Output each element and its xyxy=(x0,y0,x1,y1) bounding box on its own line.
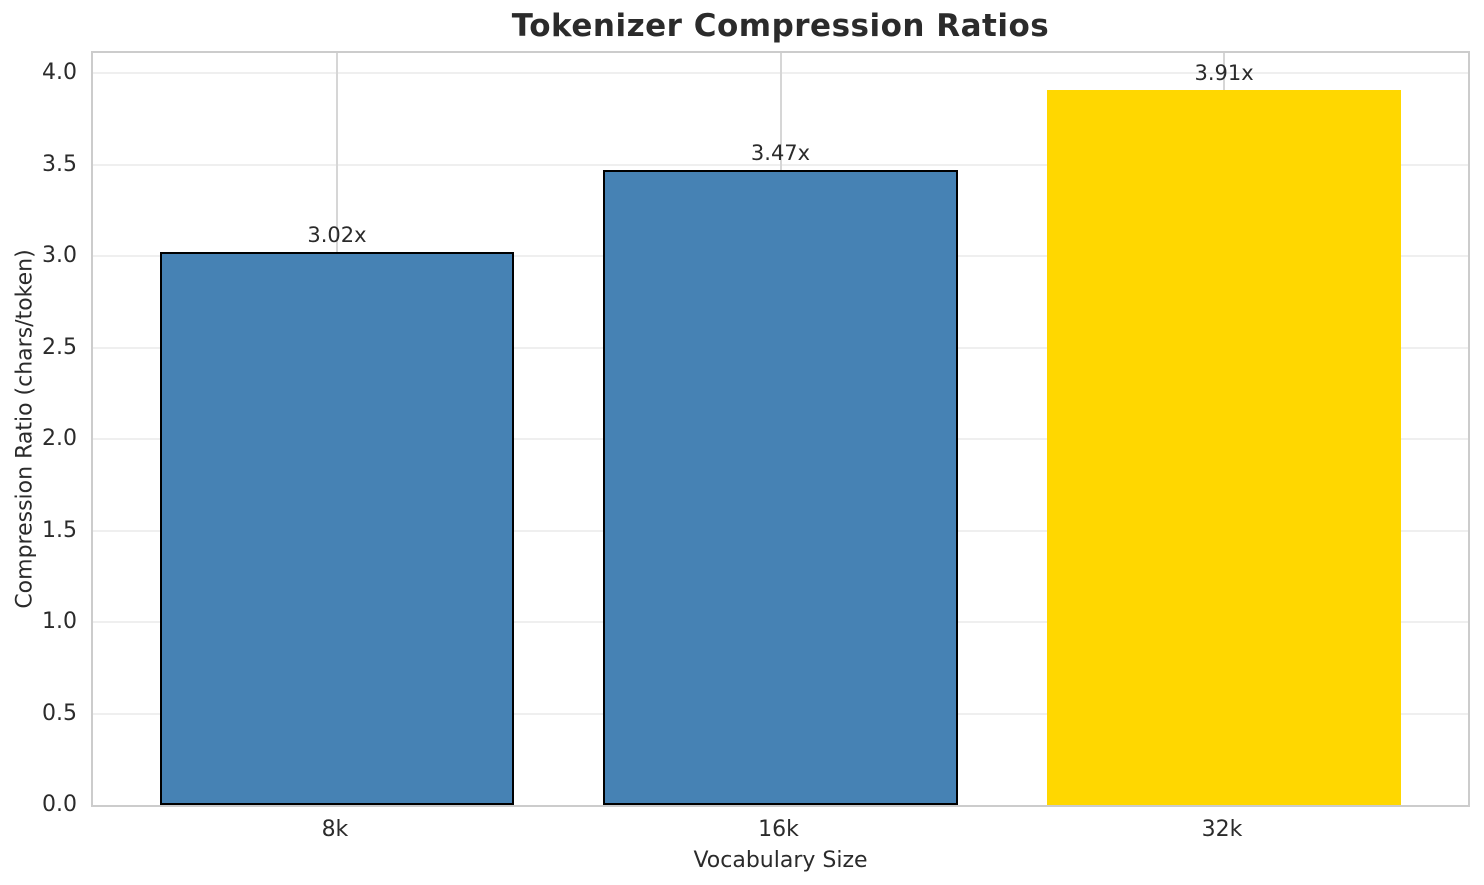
x-tick-label: 8k xyxy=(321,817,349,842)
chart-title: Tokenizer Compression Ratios xyxy=(511,8,1050,44)
x-tick-label: 16k xyxy=(758,817,799,842)
bar-8k xyxy=(159,252,515,805)
x-tick-label: 32k xyxy=(1201,817,1243,842)
bar-16k xyxy=(603,170,958,805)
y-tick-label: 0.0 xyxy=(42,792,77,817)
y-tick-label: 3.5 xyxy=(42,151,77,177)
bar-value-label: 3.91x xyxy=(1194,60,1254,85)
y-tick-label: 2.5 xyxy=(42,334,77,360)
bar-value-label: 3.47x xyxy=(750,141,811,166)
y-axis-label: Compression Ratio (chars/token) xyxy=(12,249,38,609)
y-tick-label: 0.5 xyxy=(42,700,77,726)
bar-value-label: 3.02x xyxy=(307,223,367,248)
y-tick-label: 4.0 xyxy=(42,60,77,86)
plot-area: 3.02x 3.47x 3.91x xyxy=(91,51,1470,807)
x-axis-label: Vocabulary Size xyxy=(693,848,868,873)
bar-32k xyxy=(1046,89,1402,805)
y-tick-label: 1.0 xyxy=(42,609,77,635)
y-tick-label: 1.5 xyxy=(42,517,77,543)
y-tick-label: 2.0 xyxy=(42,426,77,452)
y-tick-label: 3.0 xyxy=(42,243,77,269)
